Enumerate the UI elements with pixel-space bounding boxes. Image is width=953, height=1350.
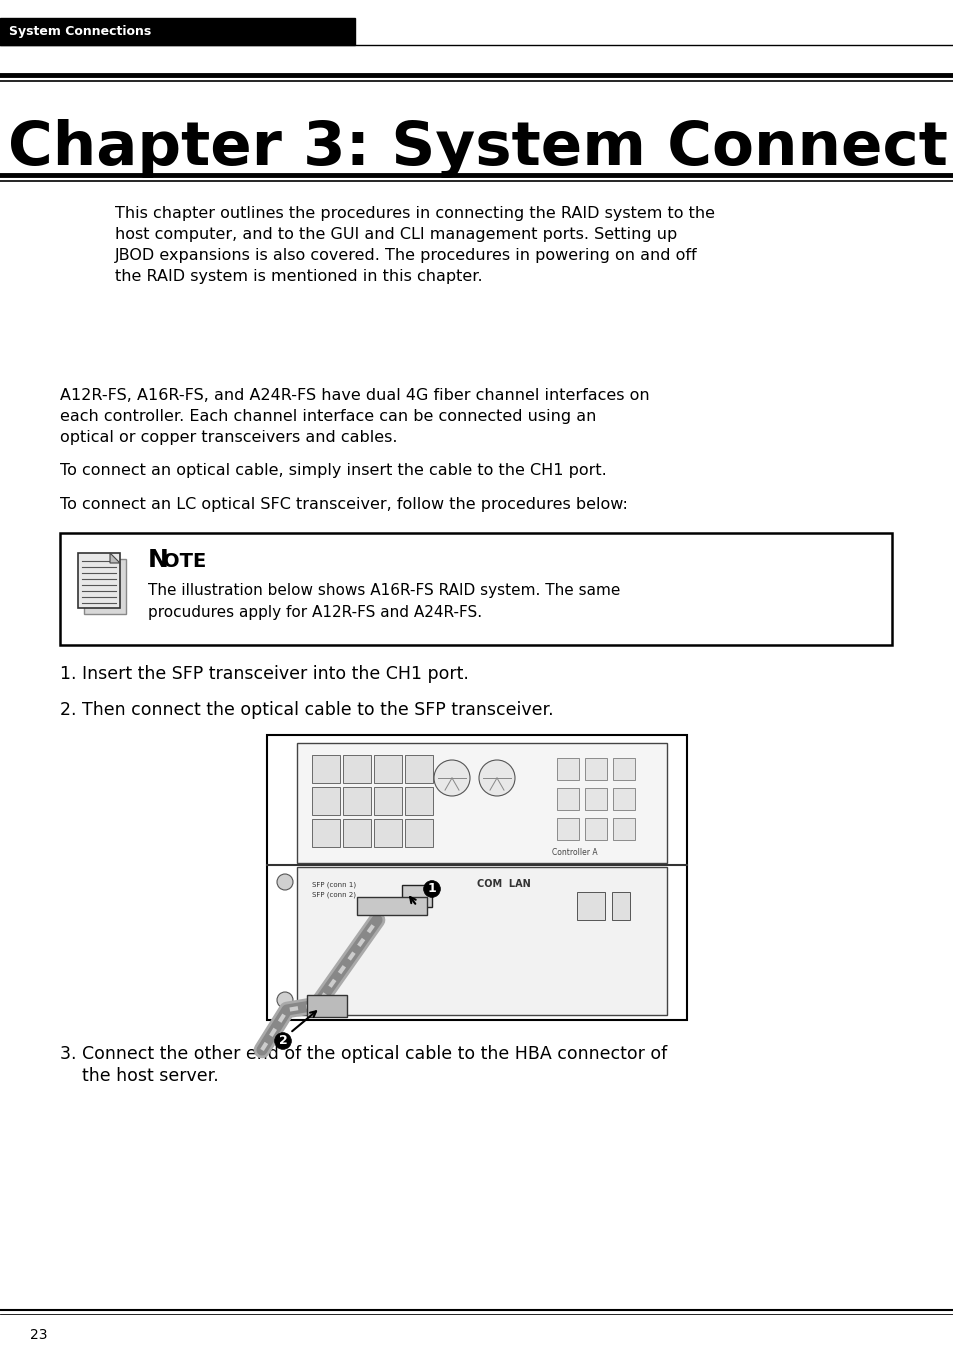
Bar [307, 995, 347, 1017]
Text: 1: 1 [427, 883, 436, 895]
Bar [0, 18, 355, 45]
Bar [557, 757, 578, 780]
Bar [312, 787, 339, 815]
Bar [557, 818, 578, 840]
Bar [584, 788, 606, 810]
Bar [374, 819, 401, 846]
Circle shape [478, 760, 515, 796]
Text: procudures apply for A12R-FS and A24R-FS.: procudures apply for A12R-FS and A24R-FS… [148, 605, 481, 620]
Text: Chapter 3: System Connections: Chapter 3: System Connections [8, 119, 953, 177]
Bar [577, 892, 604, 919]
Bar [374, 787, 401, 815]
Bar [356, 896, 427, 915]
Text: A12R-FS, A16R-FS, and A24R-FS have dual 4G fiber channel interfaces on: A12R-FS, A16R-FS, and A24R-FS have dual … [60, 387, 649, 404]
Bar [374, 755, 401, 783]
Circle shape [276, 992, 293, 1008]
Text: 3. Connect the other end of the optical cable to the HBA connector of: 3. Connect the other end of the optical … [60, 1045, 666, 1062]
Text: 2: 2 [278, 1034, 287, 1048]
Circle shape [434, 760, 470, 796]
Polygon shape [110, 554, 120, 563]
Bar [557, 788, 578, 810]
Text: COM  LAN: COM LAN [476, 879, 530, 890]
Bar [613, 788, 635, 810]
Text: each controller. Each channel interface can be connected using an: each controller. Each channel interface … [60, 409, 596, 424]
Bar [312, 819, 339, 846]
Text: optical or copper transceivers and cables.: optical or copper transceivers and cable… [60, 431, 397, 446]
Bar [343, 819, 371, 846]
Bar [312, 755, 339, 783]
Text: System Connections: System Connections [9, 26, 152, 39]
Bar [584, 757, 606, 780]
Bar [343, 755, 371, 783]
Text: To connect an optical cable, simply insert the cable to the CH1 port.: To connect an optical cable, simply inse… [60, 463, 606, 478]
Bar [343, 787, 371, 815]
Text: 23: 23 [30, 1328, 48, 1342]
Bar [613, 757, 635, 780]
Text: This chapter outlines the procedures in connecting the RAID system to the: This chapter outlines the procedures in … [115, 207, 714, 221]
Bar [612, 892, 629, 919]
Text: the RAID system is mentioned in this chapter.: the RAID system is mentioned in this cha… [115, 269, 482, 284]
Bar [267, 734, 686, 1021]
Text: The illustration below shows A16R-FS RAID system. The same: The illustration below shows A16R-FS RAI… [148, 583, 619, 598]
Text: SFP (conn 1)
SFP (conn 2): SFP (conn 1) SFP (conn 2) [312, 882, 355, 898]
Bar [84, 559, 126, 614]
Bar [296, 743, 666, 863]
Text: 2. Then connect the optical cable to the SFP transceiver.: 2. Then connect the optical cable to the… [60, 701, 553, 720]
Bar [405, 755, 433, 783]
Text: the host server.: the host server. [60, 1066, 218, 1085]
Bar [78, 554, 120, 608]
Text: OTE: OTE [163, 552, 206, 571]
Bar [613, 818, 635, 840]
Circle shape [276, 873, 293, 890]
Text: host computer, and to the GUI and CLI management ports. Setting up: host computer, and to the GUI and CLI ma… [115, 227, 677, 242]
Text: To connect an LC optical SFC transceiver, follow the procedures below:: To connect an LC optical SFC transceiver… [60, 497, 627, 512]
Bar [405, 787, 433, 815]
Bar [584, 818, 606, 840]
Text: N: N [148, 548, 169, 572]
Text: 1: 1 [427, 883, 436, 895]
Text: Controller A: Controller A [552, 848, 597, 857]
Bar [60, 533, 891, 645]
Text: JBOD expansions is also covered. The procedures in powering on and off: JBOD expansions is also covered. The pro… [115, 248, 697, 263]
Bar [401, 886, 432, 907]
Bar [405, 819, 433, 846]
Text: 1. Insert the SFP transceiver into the CH1 port.: 1. Insert the SFP transceiver into the C… [60, 666, 468, 683]
Bar [296, 867, 666, 1015]
